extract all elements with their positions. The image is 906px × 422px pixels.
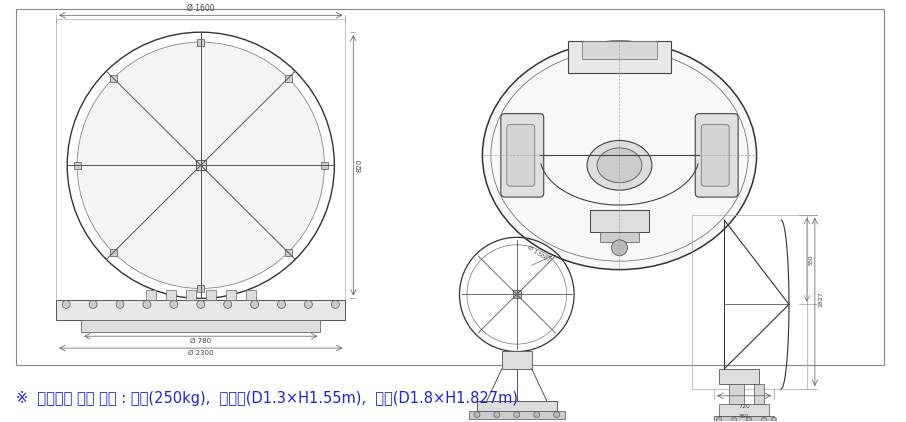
Bar <box>284 249 292 256</box>
Bar <box>502 351 532 369</box>
Bar <box>198 39 204 46</box>
Ellipse shape <box>197 300 205 308</box>
Text: Ø 2300: Ø 2300 <box>188 350 214 356</box>
Ellipse shape <box>554 412 560 418</box>
Text: ※  강우관측 장비 제원 : 중량(250kg),  안테나(D1.3×H1.55m),  커버(D1.8×H1.827m): ※ 강우관측 장비 제원 : 중량(250kg), 안테나(D1.3×H1.55… <box>16 391 518 406</box>
Ellipse shape <box>332 300 340 308</box>
Bar <box>56 300 345 320</box>
Ellipse shape <box>143 300 151 308</box>
Text: 820: 820 <box>356 159 362 172</box>
Text: Ø 1300: Ø 1300 <box>526 244 548 261</box>
Bar <box>719 369 759 384</box>
Bar <box>16 9 883 365</box>
Ellipse shape <box>304 300 313 308</box>
Bar <box>477 401 556 411</box>
Bar <box>110 249 117 256</box>
Text: 1827: 1827 <box>818 292 823 307</box>
FancyBboxPatch shape <box>695 114 738 197</box>
Bar <box>146 290 156 300</box>
Ellipse shape <box>169 300 178 308</box>
Ellipse shape <box>534 412 540 418</box>
Bar <box>73 162 81 169</box>
Ellipse shape <box>587 141 652 190</box>
Bar <box>226 290 236 300</box>
Bar <box>198 285 204 292</box>
Ellipse shape <box>762 417 766 422</box>
Text: 360: 360 <box>739 414 749 419</box>
Bar <box>110 75 117 82</box>
Ellipse shape <box>116 300 124 308</box>
Bar <box>692 215 807 389</box>
Ellipse shape <box>482 41 757 270</box>
Bar <box>600 232 640 242</box>
Bar <box>469 411 564 419</box>
Ellipse shape <box>732 417 737 422</box>
Bar <box>206 290 216 300</box>
Bar <box>166 290 176 300</box>
Text: Ø 780: Ø 780 <box>190 338 211 344</box>
Bar <box>568 41 671 73</box>
FancyBboxPatch shape <box>506 124 535 186</box>
Ellipse shape <box>612 240 628 256</box>
Bar <box>82 320 321 332</box>
Text: Ø 1600: Ø 1600 <box>187 4 215 14</box>
FancyBboxPatch shape <box>701 124 729 186</box>
Bar <box>321 162 328 169</box>
Bar <box>754 384 764 404</box>
Ellipse shape <box>772 417 776 422</box>
Ellipse shape <box>474 412 480 418</box>
Bar <box>719 404 769 416</box>
Bar <box>714 416 774 422</box>
Bar <box>196 160 206 170</box>
Bar <box>590 210 650 232</box>
Ellipse shape <box>251 300 258 308</box>
FancyBboxPatch shape <box>501 114 544 197</box>
Ellipse shape <box>514 412 520 418</box>
Ellipse shape <box>277 300 285 308</box>
Text: 550: 550 <box>809 254 814 265</box>
Ellipse shape <box>89 300 97 308</box>
Bar <box>513 290 521 298</box>
Ellipse shape <box>494 412 500 418</box>
Bar <box>56 19 345 303</box>
Bar <box>186 290 196 300</box>
Bar <box>729 384 744 404</box>
Ellipse shape <box>63 300 70 308</box>
Ellipse shape <box>224 300 232 308</box>
Ellipse shape <box>77 42 324 289</box>
Ellipse shape <box>747 417 752 422</box>
Bar <box>246 290 255 300</box>
Ellipse shape <box>597 148 642 183</box>
Ellipse shape <box>717 417 722 422</box>
Text: 720: 720 <box>738 404 750 409</box>
Bar <box>582 41 658 59</box>
Bar <box>284 75 292 82</box>
